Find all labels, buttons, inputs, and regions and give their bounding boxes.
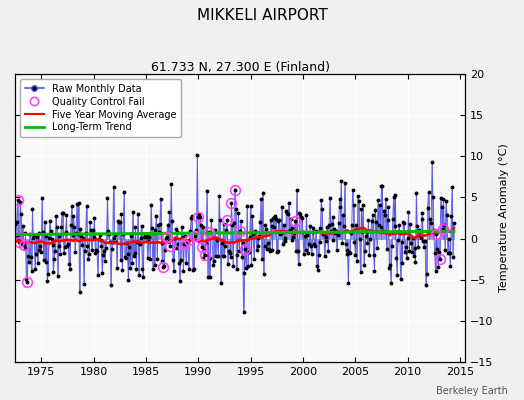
Text: MIKKELI AIRPORT: MIKKELI AIRPORT (196, 8, 328, 23)
Legend: Raw Monthly Data, Quality Control Fail, Five Year Moving Average, Long-Term Tren: Raw Monthly Data, Quality Control Fail, … (20, 79, 181, 137)
Text: Berkeley Earth: Berkeley Earth (436, 386, 508, 396)
Y-axis label: Temperature Anomaly (°C): Temperature Anomaly (°C) (499, 144, 509, 292)
Title: 61.733 N, 27.300 E (Finland): 61.733 N, 27.300 E (Finland) (150, 61, 330, 74)
